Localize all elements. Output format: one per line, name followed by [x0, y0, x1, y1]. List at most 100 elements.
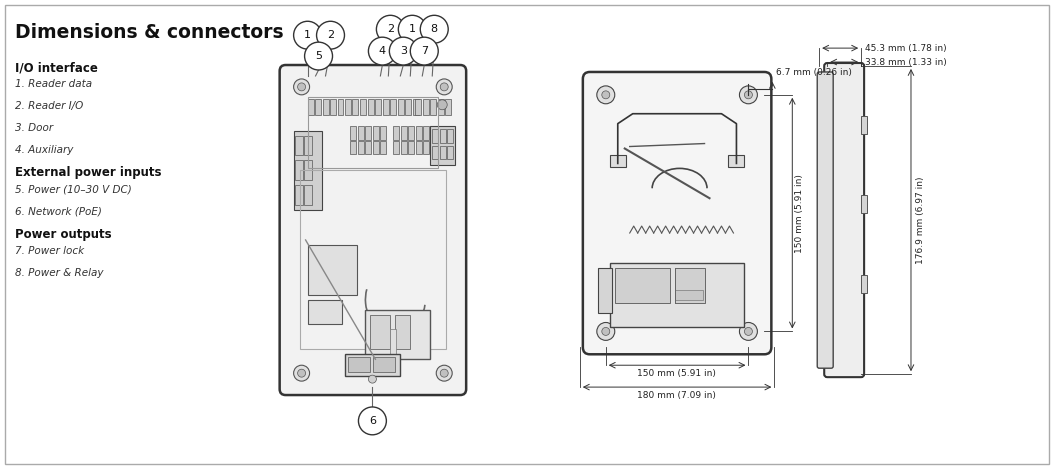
- Bar: [352, 99, 358, 115]
- Bar: [728, 155, 744, 167]
- Bar: [390, 329, 396, 359]
- Text: 1: 1: [305, 30, 311, 40]
- Circle shape: [297, 369, 306, 377]
- FancyBboxPatch shape: [817, 72, 834, 368]
- Bar: [440, 129, 446, 143]
- Bar: [366, 310, 430, 359]
- Bar: [373, 126, 378, 140]
- Bar: [395, 315, 410, 349]
- FancyBboxPatch shape: [583, 72, 772, 354]
- Bar: [408, 141, 414, 154]
- Circle shape: [294, 21, 321, 49]
- Bar: [305, 136, 312, 155]
- Text: 4: 4: [378, 46, 386, 56]
- Text: 3: 3: [399, 46, 407, 56]
- Bar: [295, 160, 302, 180]
- Bar: [598, 268, 611, 312]
- Text: 150 mm (5.91 in): 150 mm (5.91 in): [638, 369, 716, 378]
- Bar: [346, 354, 401, 376]
- Bar: [401, 141, 407, 154]
- Bar: [351, 126, 356, 140]
- Bar: [447, 145, 453, 159]
- Text: 6. Network (PoE): 6. Network (PoE): [16, 206, 102, 216]
- Circle shape: [316, 21, 345, 49]
- Bar: [308, 99, 313, 115]
- Bar: [366, 141, 371, 154]
- Circle shape: [740, 323, 758, 340]
- Bar: [415, 141, 422, 154]
- Circle shape: [410, 37, 438, 65]
- Text: 3. Door: 3. Door: [16, 123, 54, 133]
- Bar: [330, 99, 336, 115]
- Bar: [370, 315, 390, 349]
- Bar: [308, 300, 343, 325]
- Text: 2. Reader I/O: 2. Reader I/O: [16, 101, 83, 111]
- Circle shape: [744, 91, 753, 99]
- Text: 6: 6: [369, 416, 376, 426]
- Text: 1: 1: [409, 24, 416, 34]
- Circle shape: [398, 15, 426, 43]
- Circle shape: [369, 37, 396, 65]
- Bar: [358, 141, 364, 154]
- Circle shape: [436, 365, 452, 381]
- Circle shape: [441, 369, 448, 377]
- Bar: [401, 126, 407, 140]
- Bar: [406, 99, 411, 115]
- FancyBboxPatch shape: [279, 65, 466, 395]
- Bar: [432, 145, 438, 159]
- Text: 4. Auxiliary: 4. Auxiliary: [16, 144, 74, 155]
- Circle shape: [421, 15, 448, 43]
- Bar: [424, 126, 429, 140]
- Bar: [375, 99, 382, 115]
- Bar: [614, 268, 669, 303]
- Bar: [366, 126, 371, 140]
- Bar: [360, 99, 367, 115]
- Circle shape: [437, 100, 447, 110]
- Bar: [373, 357, 395, 372]
- Bar: [305, 185, 312, 205]
- Text: 33.8 mm (1.33 in): 33.8 mm (1.33 in): [865, 58, 946, 67]
- Circle shape: [294, 365, 310, 381]
- Bar: [424, 141, 429, 154]
- Circle shape: [369, 375, 376, 383]
- Bar: [861, 195, 867, 213]
- Text: 8. Power & Relay: 8. Power & Relay: [16, 268, 104, 278]
- Text: 2: 2: [327, 30, 334, 40]
- Circle shape: [305, 42, 332, 70]
- Circle shape: [744, 327, 753, 335]
- Bar: [415, 99, 422, 115]
- Circle shape: [297, 83, 306, 91]
- Text: 8: 8: [431, 24, 437, 34]
- Bar: [393, 141, 399, 154]
- Text: 7: 7: [421, 46, 428, 56]
- Bar: [380, 126, 387, 140]
- Text: 7. Power lock: 7. Power lock: [16, 246, 84, 256]
- Text: 180 mm (7.09 in): 180 mm (7.09 in): [638, 391, 716, 400]
- Circle shape: [436, 79, 452, 95]
- Circle shape: [602, 327, 610, 335]
- Bar: [368, 99, 374, 115]
- Text: 5. Power (10–30 V DC): 5. Power (10–30 V DC): [16, 184, 132, 194]
- Bar: [610, 263, 744, 327]
- Text: Power outputs: Power outputs: [16, 228, 112, 241]
- Text: 6.7 mm (0.26 in): 6.7 mm (0.26 in): [777, 68, 853, 77]
- Bar: [430, 99, 436, 115]
- Bar: [295, 185, 302, 205]
- Bar: [437, 99, 444, 115]
- Bar: [408, 126, 414, 140]
- Bar: [380, 141, 387, 154]
- Circle shape: [740, 86, 758, 104]
- Circle shape: [597, 323, 614, 340]
- Circle shape: [376, 15, 405, 43]
- Bar: [345, 99, 351, 115]
- Text: I/O interface: I/O interface: [16, 61, 98, 74]
- Bar: [308, 245, 357, 295]
- Bar: [299, 170, 446, 349]
- Bar: [430, 126, 455, 166]
- Bar: [861, 275, 867, 293]
- Bar: [432, 129, 438, 143]
- Bar: [610, 155, 626, 167]
- Bar: [390, 99, 396, 115]
- Bar: [308, 97, 438, 168]
- Bar: [373, 141, 378, 154]
